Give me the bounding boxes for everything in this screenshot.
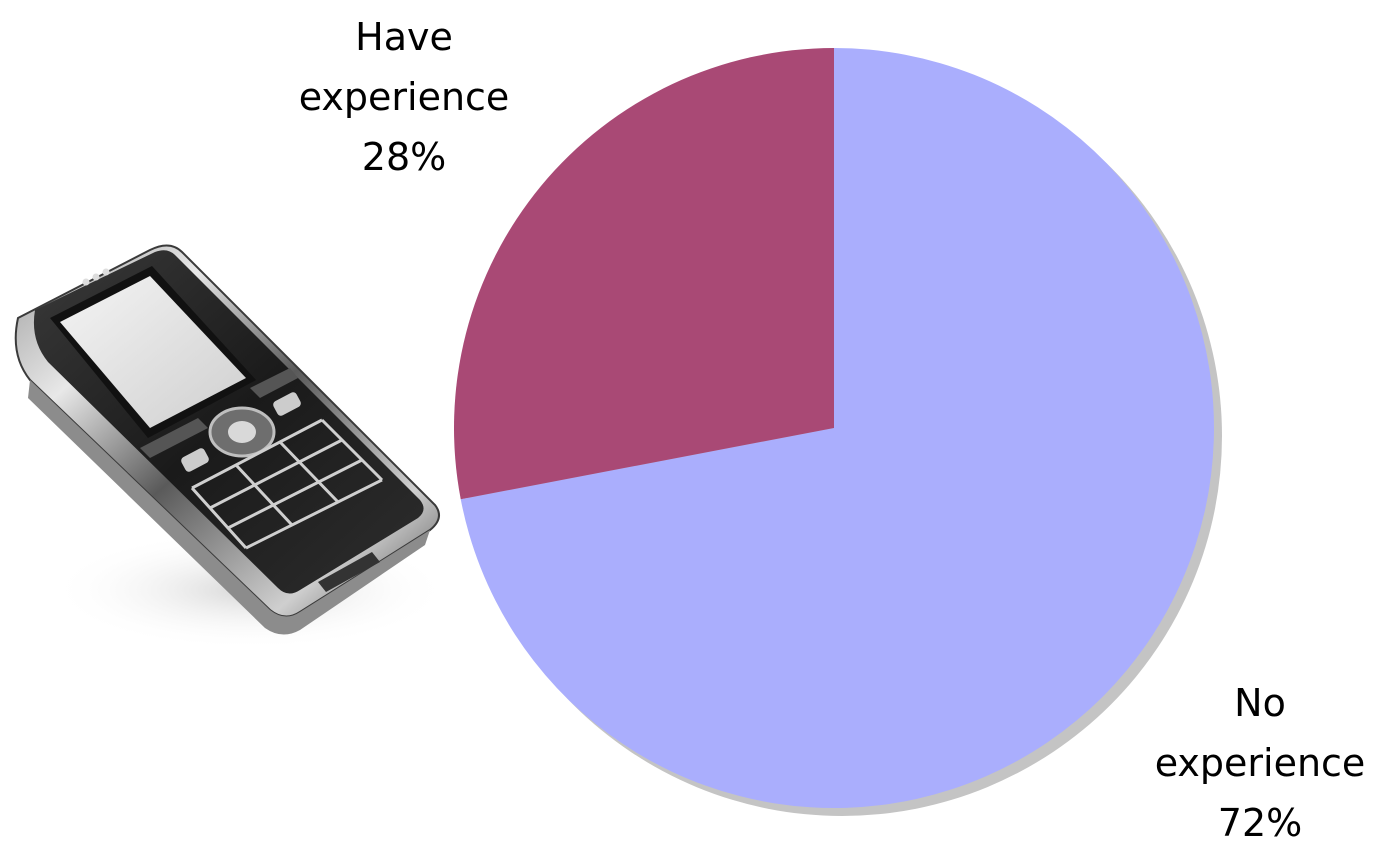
pie-layer bbox=[453, 48, 1222, 816]
slice-label-have-experience: Have experience 28% bbox=[299, 15, 510, 179]
pie-slice-have bbox=[453, 48, 834, 500]
pie-slice-no bbox=[460, 48, 1214, 809]
slice-percent-label: 72% bbox=[1218, 801, 1302, 843]
slice-label-line: experience bbox=[1155, 741, 1366, 785]
mobile-phone-icon bbox=[14, 244, 450, 650]
slice-label-line: Have bbox=[355, 15, 453, 59]
slice-percent-label: 28% bbox=[362, 135, 446, 179]
slice-label-line: No bbox=[1234, 681, 1286, 725]
slice-label-no-experience: No experience 72% bbox=[1155, 681, 1366, 843]
slice-label-line: experience bbox=[299, 75, 510, 119]
